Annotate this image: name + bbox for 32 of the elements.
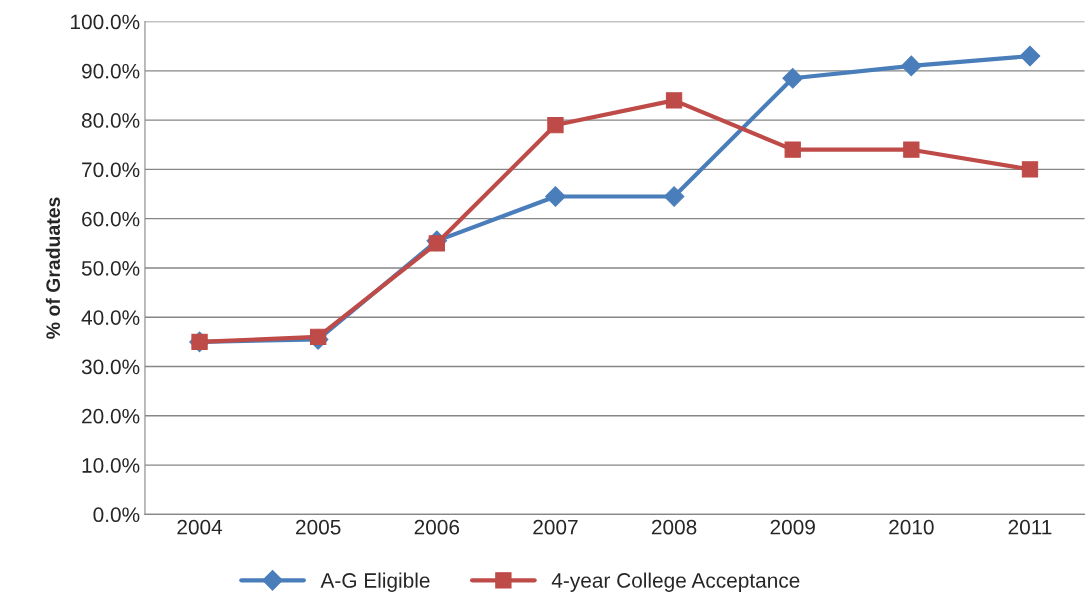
- x-tick-label: 2007: [533, 519, 578, 535]
- point: [1021, 161, 1039, 178]
- y-tick-label: 10.0%: [82, 458, 140, 473]
- point: [663, 186, 685, 207]
- point: [784, 141, 801, 158]
- y-tick-label: 30.0%: [81, 359, 140, 375]
- point: [782, 67, 804, 89]
- y-tick-label: 40.0%: [81, 310, 140, 325]
- y-tick-label: 20.0%: [82, 408, 140, 424]
- x-tick-label: 2004: [177, 519, 223, 535]
- legend-label: 4-year College Acceptance: [551, 572, 800, 592]
- x-tick-label: 2009: [770, 519, 815, 535]
- point: [665, 92, 683, 109]
- x-tick-label: 2010: [889, 519, 934, 535]
- y-tick-label: 0.0%: [93, 507, 140, 523]
- point: [901, 55, 922, 77]
- point: [545, 186, 566, 207]
- point: [903, 141, 920, 158]
- y-tick-label: 80.0%: [81, 113, 140, 128]
- y-axis-title: % of Graduates: [45, 197, 61, 339]
- x-tick-label: 2006: [414, 519, 460, 535]
- point: [1019, 45, 1041, 67]
- y-tick-label: 50.0%: [81, 260, 140, 276]
- x-tick-label: 2005: [296, 519, 341, 535]
- point: [547, 116, 564, 134]
- y-tick-label: 100.0%: [71, 14, 140, 30]
- x-tick-label: 2011: [1008, 519, 1052, 535]
- x-tick-label: 2008: [651, 519, 697, 535]
- y-tick-label: 70.0%: [82, 162, 140, 178]
- y-tick-label: 60.0%: [82, 211, 140, 227]
- legend-label: A-G Eligible: [320, 572, 430, 592]
- y-tick-label: 90.0%: [82, 63, 140, 79]
